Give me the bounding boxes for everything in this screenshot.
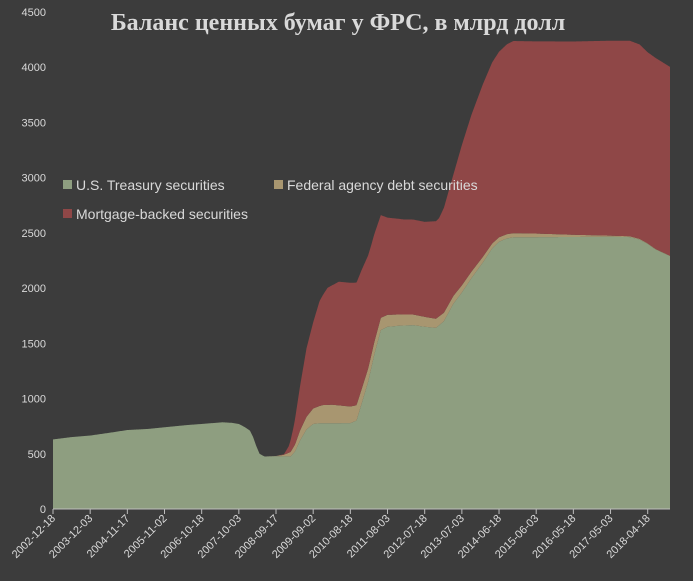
y-tick-label: 3000 <box>22 173 46 185</box>
y-tick-label: 0 <box>40 504 46 516</box>
chart-title: Баланс ценных бумаг у ФРС, в млрд долл <box>111 10 565 36</box>
legend: U.S. Treasury securities Federal agency d… <box>63 177 478 222</box>
y-tick-label: 2500 <box>22 228 46 240</box>
plot-areas <box>53 40 670 509</box>
y-tick-label: 4000 <box>22 62 46 74</box>
legend-swatch <box>63 209 72 218</box>
legend-label: Mortgage-backed securities <box>76 206 248 222</box>
legend-label: Federal agency debt securities <box>287 177 478 193</box>
y-tick-label: 3500 <box>22 117 46 129</box>
y-axis: 0 500 1000 1500 2000 2500 3000 3500 4000 4500 <box>22 7 46 516</box>
y-tick-label: 1000 <box>22 394 46 406</box>
y-tick-label: 4500 <box>22 7 46 19</box>
area-mortgage-backed-securities <box>53 40 670 457</box>
y-tick-label: 500 <box>28 449 46 461</box>
legend-swatch <box>274 180 283 189</box>
y-tick-label: 1500 <box>22 338 46 350</box>
legend-label: U.S. Treasury securities <box>76 177 225 193</box>
y-tick-label: 2000 <box>22 283 46 295</box>
legend-swatch <box>63 180 72 189</box>
area-u-s-treasury-securities <box>53 236 670 509</box>
